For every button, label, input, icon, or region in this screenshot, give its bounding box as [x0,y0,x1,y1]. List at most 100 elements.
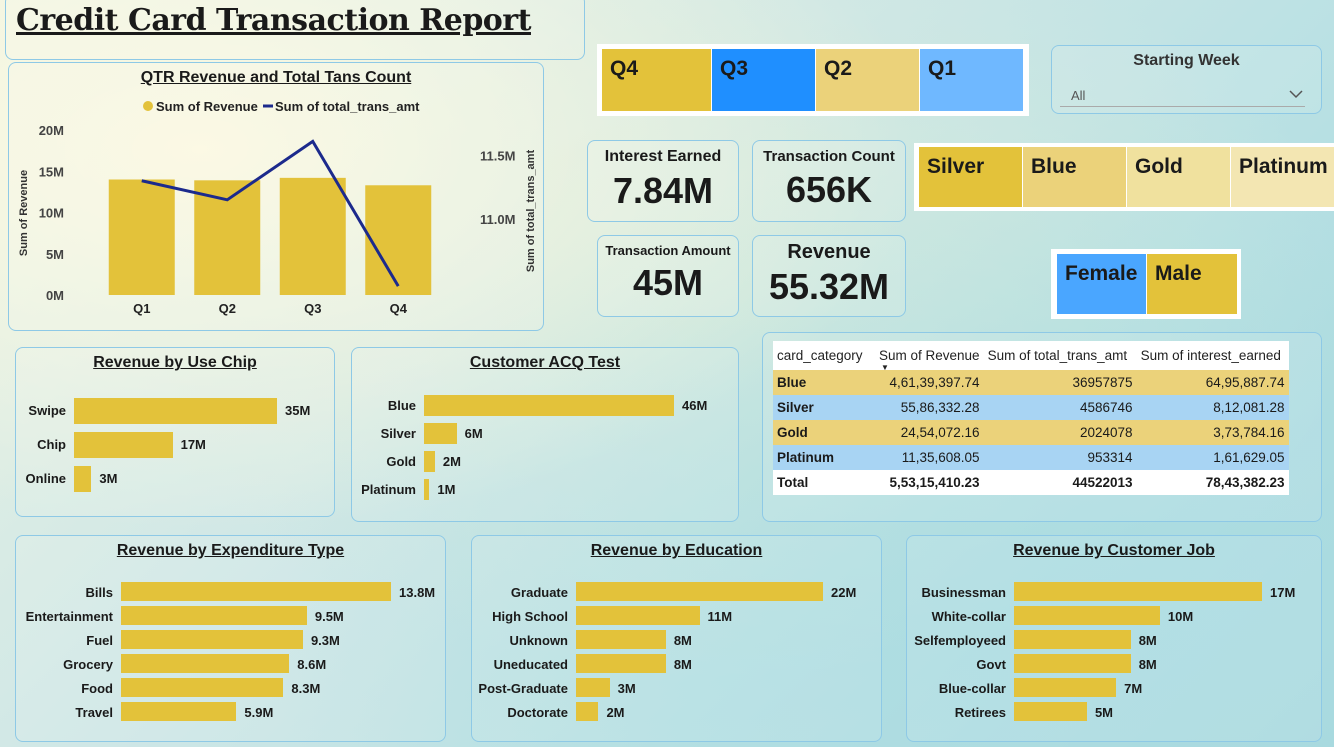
bar[interactable] [424,479,430,500]
quarter-tile-q2[interactable]: Q2 [816,49,920,111]
revenue-card: Revenue 55.32M [752,235,906,317]
bar[interactable] [1014,702,1087,721]
job-title: Revenue by Customer Job [1013,542,1215,559]
bar-category-label: Chip [37,437,66,452]
bar[interactable] [121,654,290,673]
bar[interactable] [121,606,307,625]
bar-value-label: 3M [617,681,636,696]
table-row[interactable]: Gold 24,54,072.16 2024078 3,73,784.16 [773,420,1289,445]
bar-value-label: 8M [1138,657,1157,672]
table-row[interactable]: Platinum 11,35,608.05 953314 1,61,629.05 [773,445,1289,470]
chevron-down-icon [1289,90,1303,99]
bar[interactable] [576,606,700,625]
starting-week-dropdown[interactable]: All [1060,82,1305,107]
category-table: card_category Sum of Revenue ▼ Sum of tot… [773,341,1289,495]
bar-category-label: Gold [386,454,416,469]
bar[interactable] [121,702,237,721]
bar-category-label: Businessman [921,585,1006,600]
bar-category-label: Travel [75,705,113,720]
bar-value-label: 11M [707,609,733,624]
sort-desc-icon: ▼ [881,363,889,372]
acq-panel: Customer ACQ Test Blue 46M Silver 6M Gold 2M P… [351,347,739,522]
category-tile-platinum[interactable]: Platinum [1231,147,1334,207]
starting-week-value: All [1071,88,1086,103]
bar[interactable] [424,423,457,444]
bar-category-label: Doctorate [507,705,568,720]
y2-tick-label: 11.5M [480,148,515,163]
quarter-tile-q3[interactable]: Q3 [712,49,816,111]
bar[interactable] [121,582,391,601]
bar[interactable] [74,432,173,458]
bar-value-label: 13.8M [399,585,436,600]
bar[interactable] [74,398,277,424]
bar-category-label: Platinum [361,482,416,497]
series-line [141,139,400,287]
x-tick-label: Q1 [133,301,150,316]
bar-value-label: 3M [99,471,118,486]
bar[interactable] [424,451,435,472]
revenue-value: 55.32M [768,266,890,307]
bar [365,185,432,295]
bar-category-label: Entertainment [25,609,113,624]
starting-week-slicer: Starting Week All [1051,45,1322,114]
bar-value-label: 17M [1270,585,1296,600]
transaction-count-card: Transaction Count 656K [752,140,906,222]
bar-category-label: Govt [976,657,1006,672]
bar[interactable] [424,395,674,416]
bar-category-label: Online [25,471,66,486]
bar-value-label: 7M [1124,681,1143,696]
gender-tile-male[interactable]: Male [1147,254,1237,314]
expenditure-panel: Revenue by Expenditure Type Bills 13.8M En… [15,535,446,742]
education-panel: Revenue by Education Graduate 22M High Sch… [471,535,882,742]
bar[interactable] [74,466,92,492]
bar[interactable] [576,630,666,649]
table-header[interactable]: Sum of interest_earned [1140,348,1281,363]
expenditure-title: Revenue by Expenditure Type [116,542,345,559]
bar[interactable] [1014,606,1160,625]
bar-category-label: Blue-collar [938,681,1006,696]
bar[interactable] [1014,678,1117,697]
bar[interactable] [121,678,284,697]
job-panel: Revenue by Customer Job Businessman 17M Wh… [906,535,1322,742]
quarter-tile-q4[interactable]: Q4 [602,49,712,111]
gender-tile-female[interactable]: Female [1057,254,1147,314]
bar-value-label: 22M [831,585,857,600]
table-header[interactable]: card_category [777,348,863,363]
table-row[interactable]: Blue 4,61,39,397.74 36957875 64,95,887.74 [773,370,1289,395]
category-tile-silver[interactable]: Silver [919,147,1023,207]
bar[interactable] [1014,582,1262,601]
bar[interactable] [1014,630,1131,649]
bar-value-label: 35M [285,403,311,418]
legend-marker-revenue [143,101,153,111]
qtr-chart: Sum of Revenue Sum of total_trans_amt 20M 1… [18,99,537,316]
interest-earned-label: Interest Earned [604,148,722,165]
legend-label: Sum of total_trans_amt [275,99,420,114]
title-panel: Credit Card Transaction Report [5,0,585,60]
quarter-tile-q1[interactable]: Q1 [920,49,1024,111]
bar[interactable] [576,678,610,697]
table-row[interactable]: Silver 55,86,332.28 4586746 8,12,081.28 [773,395,1289,420]
category-tile-blue[interactable]: Blue [1023,147,1127,207]
bar[interactable] [576,654,666,673]
acq-title: Customer ACQ Test [469,354,621,371]
table-total-row: Total 5,53,15,410.23 44522013 78,43,382.23 [773,470,1289,495]
legend-label: Sum of Revenue [156,99,258,114]
table-header[interactable]: Sum of Revenue ▼ [879,348,980,372]
bar[interactable] [576,702,599,721]
y-tick-label: 5M [46,247,64,262]
gender-slicer: Female Male [1051,249,1241,319]
x-tick-label: Q3 [304,301,321,316]
bar[interactable] [1014,654,1131,673]
table-header[interactable]: Sum of total_trans_amt [987,348,1128,363]
bar[interactable] [121,630,303,649]
bar-category-label: White-collar [931,609,1006,624]
card-category-slicer: Silver Blue Gold Platinum [914,143,1334,211]
bar-value-label: 9.3M [310,633,340,648]
bar-category-label: Uneducated [493,657,568,672]
use-chip-title: Revenue by Use Chip [93,354,257,371]
category-tile-gold[interactable]: Gold [1127,147,1231,207]
bar-value-label: 17M [180,437,206,452]
bar[interactable] [576,582,823,601]
bar-category-label: Fuel [86,633,113,648]
qtr-chart-panel: QTR Revenue and Total Tans Count Sum of … [8,62,544,331]
